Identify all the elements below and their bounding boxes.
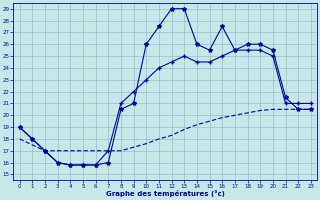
X-axis label: Graphe des températures (°c): Graphe des températures (°c)	[106, 190, 225, 197]
